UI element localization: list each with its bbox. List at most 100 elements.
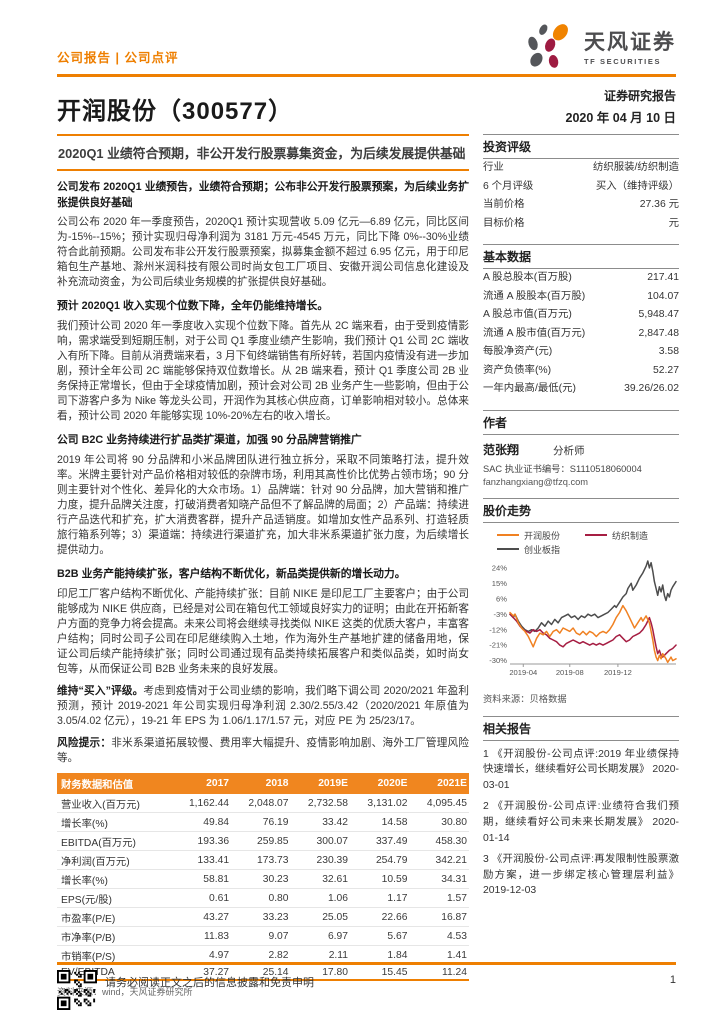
related-report-item: 1 《开润股份-公司点评:2019 年业绩保持快速增长，继续看好公司长期发展》 … [483,748,679,791]
page-title: 开润股份（300577） [57,98,294,125]
sidebar-data-row: A 股总股本(百万股) 217.41 [483,269,679,288]
related-report-item: 3 《开润股份-公司点评:再发限制性股票激励方案，进一步绑定核心管理层利益》 2… [483,854,679,897]
legend-item: 开润股份 [497,529,585,542]
main-column: 2020Q1 业绩符合预期，非公开发行股票募集资金，为后续发展提供基础 公司发布… [57,134,469,998]
table-row: 市盈率(P/E) 43.27 33.23 25.05 22.66 16.87 [57,907,469,928]
footer-disclaimer: 请务必阅读正文之后的信息披露和免责申明 [105,977,314,989]
svg-text:-3%: -3% [493,609,507,618]
row-label: EBITDA(百万元) [57,831,172,852]
section-title-author: 作者 [483,409,679,435]
svg-text:-21%: -21% [489,640,507,649]
row-label: 增长率(%) [57,869,172,890]
cell-value: 300.07 [290,831,350,852]
related-report-item: 2 《开润股份-公司点评:业绩符合我们预期，继续看好公司未来长期发展》 2020… [483,801,679,844]
row-label: 营业收入(百万元) [57,794,172,814]
section-title-rating: 投资评级 [483,134,679,159]
row-label: 市净率(P/B) [57,926,172,947]
row-label: EPS(元/股) [57,888,172,909]
sidebar: 投资评级 行业 纺织服装/纺织制造 6 个月评级 买入（维持评级） 当前价格 27.36 … [483,134,679,998]
svg-text:-30%: -30% [489,656,507,665]
sidebar-data-row: 当前价格 27.36 元 [483,196,679,215]
section-heading: 预计 2020Q1 收入实现个位数下降，全年仍能维持增长。 [57,300,329,313]
report-date: 2020 年 04 月 10 日 [565,111,676,125]
author-certificate: SAC 执业证书编号：S1110518060004 [483,463,642,474]
section-title-price-chart: 股价走势 [483,497,679,523]
row-label: A 股总股本(百万股) [483,272,572,283]
section-paragraph: 2019 年公司将 90 分品牌和小米品牌团队进行独立拆分，采取不同策略打法，提… [57,453,469,557]
col-header: 2021E [409,773,469,795]
author-email: fanzhangxiang@tfzq.com [483,476,589,487]
table-row: 市净率(P/B) 11.83 9.07 6.97 5.67 4.53 [57,926,469,947]
logo-petals-icon [528,24,568,68]
cell-value: 259.85 [231,831,291,852]
legend-label: 创业板指 [524,544,561,555]
legend-label: 开润股份 [524,530,561,541]
sidebar-data-row: 流通 A 股股本(百万股) 104.07 [483,288,679,307]
cell-value: 33.42 [290,812,350,833]
section-title-basic-data: 基本数据 [483,244,679,269]
section-paragraph: 我们预计公司 2020 年一季度收入实现个位数下降。首先从 2C 端来看，由于受… [57,320,469,423]
col-header: 2018 [231,773,291,795]
row-label: 资产负债率(%) [483,364,552,376]
title-row: 开润股份（300577） 证券研究报告 2020 年 04 月 10 日 [57,87,676,132]
section-heading: B2B 业务产能持续扩张，客户结构不断优化，新品类提供新的增长动力。 [57,568,406,581]
section-heading: 公司发布 2020Q1 业绩预告，业绩符合预期；公布非公开发行股票预案，为后续业… [57,181,469,209]
table-row: 增长率(%) 58.81 30.23 32.61 10.59 34.31 [57,869,469,890]
page-footer: 请务必阅读正文之后的信息披露和免责申明 1 [57,962,676,1010]
row-value: 买入（维持评级） [595,180,679,192]
row-value: 104.07 [647,290,679,302]
table-row: EPS(元/股) 0.61 0.80 1.06 1.17 1.57 [57,888,469,909]
financial-table: 财务数据和估值 2017 2018 2019E 2020E 2021E 营业收入… [57,773,469,982]
section-title-related-reports: 相关报告 [483,715,679,741]
cell-value: 3,131.02 [349,794,410,814]
cell-value: 0.80 [231,888,291,909]
cell-value: 58.81 [171,869,232,890]
cell-value: 10.59 [349,869,410,890]
svg-text:-12%: -12% [489,625,507,634]
svg-text:2019-08: 2019-08 [556,668,584,677]
sidebar-data-row: 一年内最高/最低(元) 39.26/26.02 [483,380,679,399]
col-header: 2020E [349,773,410,795]
cell-value: 2,048.07 [231,794,291,814]
cell-value: 1,162.44 [171,794,232,814]
cell-value: 25.14 [231,964,291,982]
risk-lead: 风险提示： [57,737,112,750]
cell-value: 458.30 [409,831,469,852]
sidebar-section-rating: 投资评级 行业 纺织服装/纺织制造 6 个月评级 买入（维持评级） 当前价格 27.36 … [483,134,679,233]
sidebar-data-row: 目标价格 元 [483,215,679,234]
section-paragraph: 印尼工厂客户结构不断优化、产能持续扩张：目前 NIKE 是印尼工厂主要客户；由于… [57,587,469,675]
cell-value: 30.80 [409,812,469,833]
cell-value: 0.61 [171,888,232,909]
cell-value: 22.66 [349,907,410,928]
row-value: 39.26/26.02 [624,383,679,394]
svg-text:6%: 6% [496,594,507,603]
table-row: 增长率(%) 49.84 76.19 33.42 14.58 30.80 [57,812,469,833]
cell-value: 133.41 [171,850,232,871]
cell-value: 11.24 [409,964,469,982]
rating-lead: 维持“买入”评级。 [57,684,144,697]
cell-value: 32.61 [290,869,350,890]
table-row: 营业收入(百万元) 1,162.44 2,048.07 2,732.58 3,131.0… [57,794,469,814]
col-header: 财务数据和估值 [57,773,172,795]
sidebar-data-row: 每股净资产(元) 3.58 [483,343,679,362]
row-label: 每股净资产(元) [483,346,553,357]
cell-value: 342.21 [409,850,469,871]
cell-value: 37.27 [171,964,232,982]
row-label: 目标价格 [483,217,525,229]
cell-value: 9.07 [231,926,291,947]
related-report-list: 1 《开润股份-公司点评:2019 年业绩保持快速增长，继续看好公司长期发展》 … [483,747,679,899]
risk-text: 非米系渠道拓展较慢、费用率大幅提升、疫情影响加剧、海外工厂管理风险等。 [57,737,470,765]
legend-item: 纺织制造 [585,529,673,542]
cell-value: 17.80 [290,964,350,982]
row-value: 217.41 [647,272,679,283]
cell-value: 30.23 [231,869,291,890]
legend-swatch [497,534,519,536]
cell-value: 2,732.58 [290,794,350,814]
cell-value: 337.49 [349,831,410,852]
row-value: 纺织服装/纺织制造 [592,162,679,173]
cell-value: 6.97 [290,926,350,947]
cell-value: 49.84 [171,812,232,833]
section-paragraph: 公司公布 2020 年一季度预告，2020Q1 预计实现营收 5.09 亿元—6… [57,216,469,289]
sidebar-data-row: A 股总市值(百万元) 5,948.47 [483,306,679,325]
